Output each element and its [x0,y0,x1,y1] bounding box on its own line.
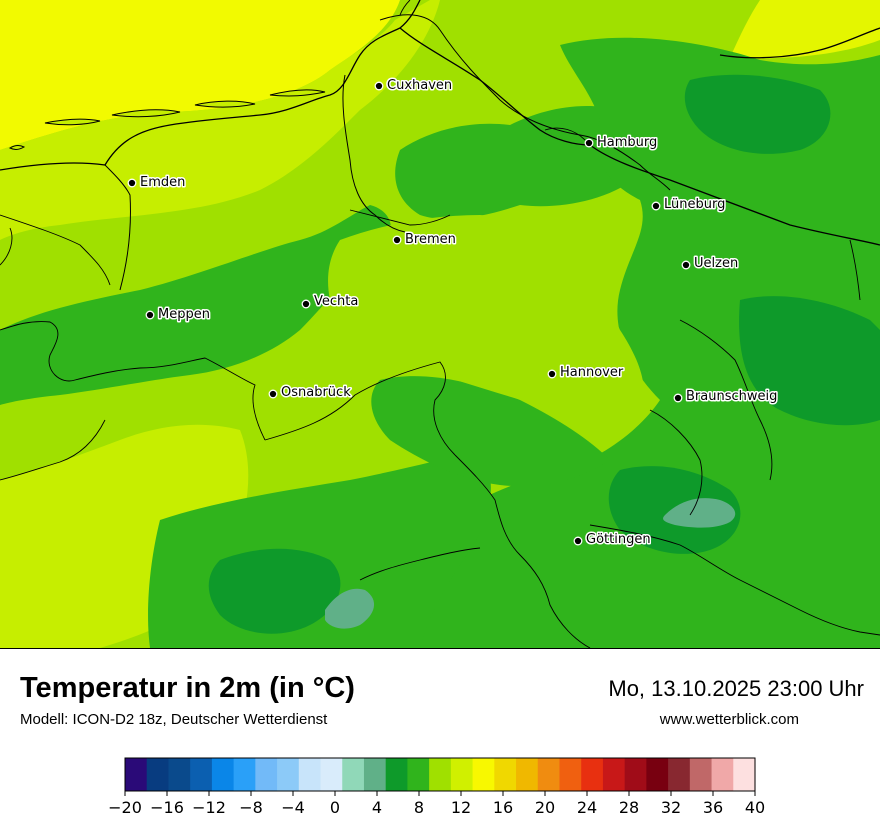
city-label-uelzen: Uelzen [694,256,738,271]
colorbar-cell [581,758,604,791]
city-hamburg: Hamburg [584,134,659,152]
colorbar-frame [124,757,756,792]
colorbar-ticks: −20 −16 −12 −8 −4 0 4 8 12 16 20 24 28 32 36 40 [108,791,765,817]
green-center-south [371,376,610,487]
colorbar-cell [711,758,734,791]
colorbar-cell [624,758,647,791]
colorbar-tick-label: 28 [619,798,639,817]
city-bremen: Bremen [392,231,457,249]
colorbar-cell [342,758,365,791]
city-cuxhaven: Cuxhaven [374,77,454,95]
colorbar-tick-label: 32 [661,798,681,817]
colorbar-cells [125,758,756,791]
colorbar-tick-label: 40 [745,798,765,817]
city-emden: Emden [127,174,187,192]
city-label-lueneburg: Lüneburg [664,197,725,212]
colorbar-cell [125,758,148,791]
coastline-ne [719,27,880,59]
colorbar-cell [233,758,256,791]
colorbar-cell [211,758,235,791]
warm-sea-area-ne [730,0,880,59]
city-braunschweig: Braunschweig [673,388,779,406]
islands [8,89,326,150]
city-meppen: Meppen [145,306,211,324]
map-title: Temperatur in 2m (in °C) [20,672,355,704]
colorbar-cell [602,758,626,791]
model-subtitle: Modell: ICON-D2 18z, Deutscher Wetterdie… [20,711,328,728]
website-credit: www.wetterblick.com [659,711,799,728]
ems-estuary [104,164,131,291]
elbe-estuary [379,14,671,191]
colorbar-cell [429,758,452,791]
city-markers: Cuxhaven Hamburg Emden Lüneburg Bremen U… [127,77,779,549]
city-label-emden: Emden [140,175,185,190]
city-hannover: Hannover [547,364,625,382]
dark-green-patch-4 [684,74,831,154]
colorbar-cell [146,758,170,791]
cold-spot-south [325,588,375,629]
colorbar-tick-label: 0 [330,798,340,817]
colorbar-cell [385,758,409,791]
colorbar-tick-label: −4 [281,798,305,817]
colorbar-tick-label: 12 [451,798,471,817]
colorbar-tick-label: −12 [192,798,226,817]
temperature-map: Cuxhaven Hamburg Emden Lüneburg Bremen U… [0,0,880,649]
colorbar-cell [472,758,495,791]
colorbar-cell [646,758,669,791]
colorbar-cell [494,758,517,791]
colorbar-tick-label: −16 [150,798,184,817]
city-label-osnabrueck: Osnabrück [281,385,351,400]
colorbar-cell [733,758,756,791]
dark-green-patch-2 [739,296,880,426]
colorbar-cell [537,758,561,791]
colorbar-cell [516,758,539,791]
city-label-hannover: Hannover [560,365,624,380]
colorbar-cell [559,758,582,791]
city-label-hamburg: Hamburg [597,135,657,150]
colorbar-cell [689,758,713,791]
colorbar-cell [320,758,343,791]
city-osnabrueck: Osnabrück [268,384,353,402]
weser-estuary [342,74,406,233]
green-east [392,37,880,648]
city-label-meppen: Meppen [158,307,210,322]
cold-spot-harz [663,498,736,528]
city-goettingen: Göttingen [573,531,652,549]
temperature-colorbar: −20 −16 −12 −8 −4 0 4 8 12 16 20 24 28 32 36 40 [108,757,765,817]
colorbar-cell [277,758,300,791]
colorbar-tick-label: 8 [414,798,424,817]
city-label-vechta: Vechta [314,294,358,309]
colorbar-tick-label: 20 [535,798,555,817]
city-uelzen: Uelzen [681,255,740,273]
city-label-cuxhaven: Cuxhaven [387,78,452,93]
dark-green-patch-1 [208,548,341,634]
colorbar-tick-label: 24 [577,798,597,817]
city-label-braunschweig: Braunschweig [686,389,777,404]
city-label-goettingen: Göttingen [586,532,651,547]
colorbar-tick-label: 36 [703,798,723,817]
colorbar-tick-label: −20 [108,798,142,817]
colorbar-cell [168,758,191,791]
yellow-green-coast [0,0,440,240]
colorbar-tick-label: 16 [493,798,513,817]
colorbar-cell [255,758,278,791]
colorbar-cell [298,758,322,791]
light-green-center [328,215,644,416]
green-band-west [0,205,391,405]
colorbar-cell [363,758,387,791]
colorbar-cell [190,758,213,791]
city-vechta: Vechta [301,293,360,311]
colorbar-cell [407,758,430,791]
colorbar-tick-label: −8 [239,798,263,817]
colorbar-cell [668,758,691,791]
city-label-bremen: Bremen [405,232,456,247]
green-north-center [395,105,651,220]
colorbar-tick-label: 4 [372,798,382,817]
warm-sea-area [0,0,400,150]
state-borders [0,0,880,648]
valid-datetime: Mo, 13.10.2025 23:00 Uhr [608,676,864,701]
city-lueneburg: Lüneburg [651,196,727,214]
colorbar-cell [450,758,474,791]
